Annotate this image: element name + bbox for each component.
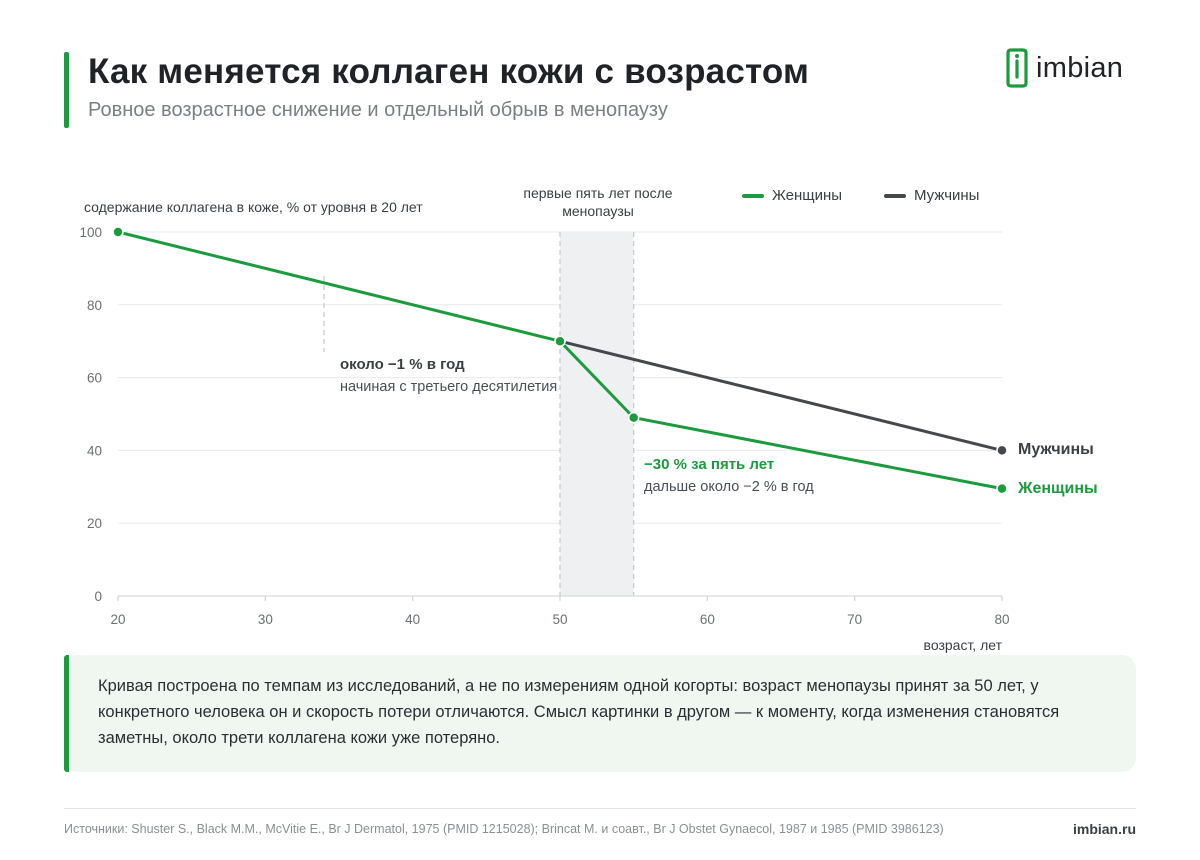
menopause-region-label: первые пять лет после менопаузы bbox=[523, 185, 673, 219]
legend-swatch-women bbox=[742, 193, 764, 198]
y-tick-label: 100 bbox=[79, 225, 102, 240]
x-tick-label: 50 bbox=[552, 612, 567, 627]
x-tick-label: 40 bbox=[405, 612, 420, 627]
end-label-women: Женщины bbox=[1018, 480, 1098, 497]
page-title: Как меняется коллаген кожи с возрастом bbox=[88, 52, 810, 91]
legend-label-women: Женщины bbox=[772, 187, 843, 204]
page-subtitle: Ровное возрастное снижение и отдельный о… bbox=[88, 99, 668, 121]
annotation-decline-title: около −1 % в год bbox=[340, 356, 465, 373]
y-tick-label: 80 bbox=[87, 298, 102, 313]
site-link[interactable]: imbian.ru bbox=[1072, 821, 1136, 837]
title-accent-bar bbox=[64, 52, 69, 128]
explanation-note: Кривая построена по темпам из исследован… bbox=[64, 655, 1136, 772]
y-tick-label: 20 bbox=[87, 516, 102, 531]
data-point-men bbox=[996, 444, 1008, 457]
annotation-menopause-text: дальше около −2 % в год bbox=[644, 479, 814, 495]
footer-divider bbox=[64, 808, 1136, 809]
annotation-menopause-title: −30 % за пять лет bbox=[644, 456, 775, 473]
note-text: Кривая построена по темпам из исследован… bbox=[98, 677, 1060, 747]
legend-swatch-men bbox=[884, 193, 906, 198]
sources-text: Источники: Shuster S., Black M.M., McVit… bbox=[64, 822, 944, 836]
end-label-men: Мужчины bbox=[1018, 441, 1094, 458]
series-line-women bbox=[116, 230, 1004, 491]
x-tick-label: 60 bbox=[700, 612, 715, 627]
legend-label-men: Мужчины bbox=[914, 187, 980, 204]
y-tick-label: 40 bbox=[87, 443, 102, 458]
legend-item-women: Женщины bbox=[742, 187, 842, 204]
legend-item-men: Мужчины bbox=[884, 187, 979, 204]
x-tick-label: 80 bbox=[994, 612, 1009, 627]
y-tick-label: 60 bbox=[87, 371, 102, 386]
data-point-women bbox=[996, 482, 1008, 495]
note-accent-bar bbox=[64, 655, 69, 772]
x-tick-label: 30 bbox=[258, 612, 273, 627]
y-axis-label: содержание коллагена в коже, % от уровня… bbox=[84, 199, 423, 215]
x-tick-label: 70 bbox=[847, 612, 862, 627]
x-tick-label: 20 bbox=[110, 612, 125, 627]
data-point-women bbox=[627, 411, 640, 424]
brand-name: imbian bbox=[1036, 51, 1124, 84]
x-axis-label: возраст, лет bbox=[923, 637, 1002, 653]
data-point-women bbox=[112, 226, 124, 238]
y-tick-label: 0 bbox=[94, 589, 102, 604]
menopause-shaded-region bbox=[560, 232, 634, 596]
series-line-men bbox=[558, 339, 1004, 452]
data-point-women bbox=[554, 335, 566, 347]
brand-logo[interactable]: imbian bbox=[1004, 46, 1123, 90]
annotation-decline-text: начиная с третьего десятилетия bbox=[340, 379, 558, 395]
imbian-logo-icon bbox=[1006, 48, 1028, 88]
